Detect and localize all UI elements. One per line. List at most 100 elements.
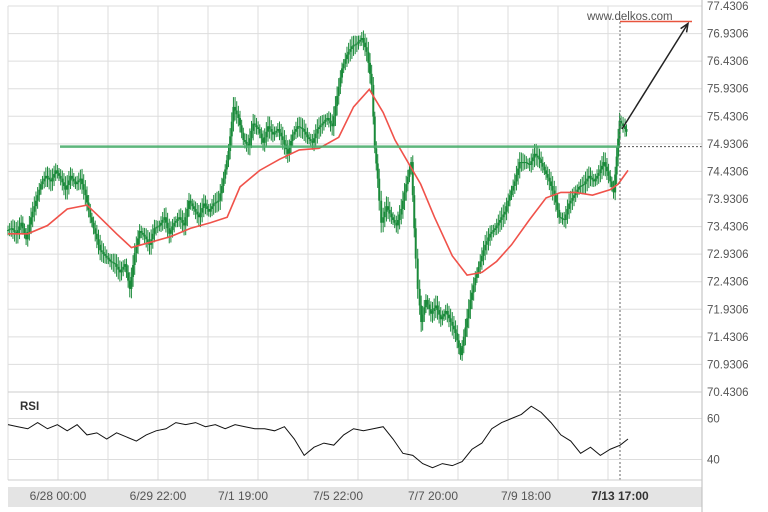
price-candle-body <box>92 222 95 229</box>
price-candle-body <box>280 132 283 137</box>
price-candle-body <box>225 160 228 170</box>
price-candle-body <box>294 129 297 132</box>
price-candle-body <box>526 163 529 165</box>
price-candle-body <box>290 140 293 148</box>
price-candle-body <box>459 347 462 356</box>
price-candle-body <box>563 219 566 221</box>
price-candle-body <box>387 206 390 210</box>
price-candle-body <box>217 200 220 202</box>
y-tick-label: 76.4306 <box>707 56 749 68</box>
price-candle-body <box>357 41 360 44</box>
price-candle-body <box>487 237 490 242</box>
price-candle-body <box>309 139 312 141</box>
price-candle-body <box>368 62 371 74</box>
rsi-tick-label: 40 <box>707 455 720 467</box>
price-candle-body <box>624 126 627 130</box>
price-candle-body <box>398 214 401 220</box>
price-candle-body <box>505 206 508 212</box>
price-candle-body <box>428 304 431 310</box>
price-candle-body <box>36 195 39 201</box>
price-candle-body <box>268 126 271 130</box>
price-candle-body <box>559 217 562 219</box>
price-candle-body <box>28 224 31 232</box>
price-candle-body <box>607 171 610 176</box>
price-candle-body <box>84 189 87 196</box>
y-tick-label: 70.9306 <box>707 359 749 371</box>
x-tick-label: 6/28 00:00 <box>30 489 87 503</box>
price-candle-body <box>472 285 475 293</box>
price-candle-body <box>556 202 559 210</box>
price-candle-body <box>169 230 172 234</box>
price-candle-body <box>433 308 436 311</box>
price-candle-body <box>541 163 544 167</box>
price-candle-body <box>171 226 174 231</box>
price-candle-body <box>531 157 534 162</box>
price-candle-body <box>176 219 179 221</box>
price-candle-body <box>609 175 612 182</box>
price-candle-body <box>393 219 396 223</box>
price-candle-body <box>71 175 74 179</box>
price-candle-body <box>457 340 460 348</box>
price-candle-body <box>314 133 317 139</box>
x-tick-label: 7/1 19:00 <box>218 489 268 503</box>
price-candle-body <box>242 132 245 141</box>
price-candle-body <box>204 203 207 207</box>
price-candle-body <box>602 162 605 166</box>
price-candle-body <box>197 214 200 218</box>
price-candle-body <box>545 170 548 175</box>
price-candle-body <box>151 233 154 240</box>
price-candle-body <box>23 228 26 234</box>
grid <box>7 5 702 480</box>
price-candle-body <box>592 179 595 182</box>
price-candle-body <box>18 226 21 231</box>
price-candle-body <box>352 45 355 47</box>
price-candle-body <box>16 230 19 234</box>
price-candle-body <box>406 176 409 185</box>
price-candle-body <box>51 177 54 182</box>
price-candle-body <box>163 217 166 220</box>
price-candle-body <box>395 222 398 226</box>
price-candle-body <box>429 309 432 314</box>
price-candle-body <box>530 161 533 165</box>
price-candle-body <box>456 333 459 341</box>
price-candle-body <box>561 218 564 220</box>
price-candle-body <box>431 310 434 314</box>
price-candle-body <box>385 206 388 212</box>
y-tick-label: 75.9306 <box>707 84 749 96</box>
price-candle-body <box>416 258 419 289</box>
price-candle-body <box>196 211 199 215</box>
price-candle-body <box>15 231 18 234</box>
price-candle-body <box>594 178 597 182</box>
price-candle-body <box>553 190 556 196</box>
price-candle-body <box>82 184 85 190</box>
price-candle-body <box>464 327 467 337</box>
price-candle-body <box>620 120 623 124</box>
price-candle-body <box>331 123 334 127</box>
price-candle-body <box>438 310 441 315</box>
price-candle-body <box>492 230 495 232</box>
price-candle-body <box>589 175 592 178</box>
price-candle-body <box>239 117 242 126</box>
price-candle-body <box>388 209 391 214</box>
price-candle-body <box>304 131 307 135</box>
price-candle-body <box>324 119 327 122</box>
price-candle-body <box>118 269 121 273</box>
price-candle-body <box>321 123 324 126</box>
price-candle-body <box>625 129 628 132</box>
price-candle-body <box>160 222 163 226</box>
price-candle-body <box>299 127 302 129</box>
price-candle-body <box>512 185 515 191</box>
price-candle-body <box>44 175 47 179</box>
price-candle-body <box>219 193 222 201</box>
price-candle-body <box>291 134 294 141</box>
price-candle-body <box>587 175 590 179</box>
price-candle-body <box>214 202 217 204</box>
labels: www.delkos.com RSI <box>20 11 673 413</box>
price-candle-body <box>293 131 296 135</box>
price-candle-body <box>376 163 379 179</box>
price-candle-body <box>237 114 240 118</box>
price-candle-body <box>107 257 110 260</box>
price-candle-body <box>296 126 299 130</box>
price-candle-body <box>573 195 576 198</box>
price-candle-body <box>604 162 607 167</box>
